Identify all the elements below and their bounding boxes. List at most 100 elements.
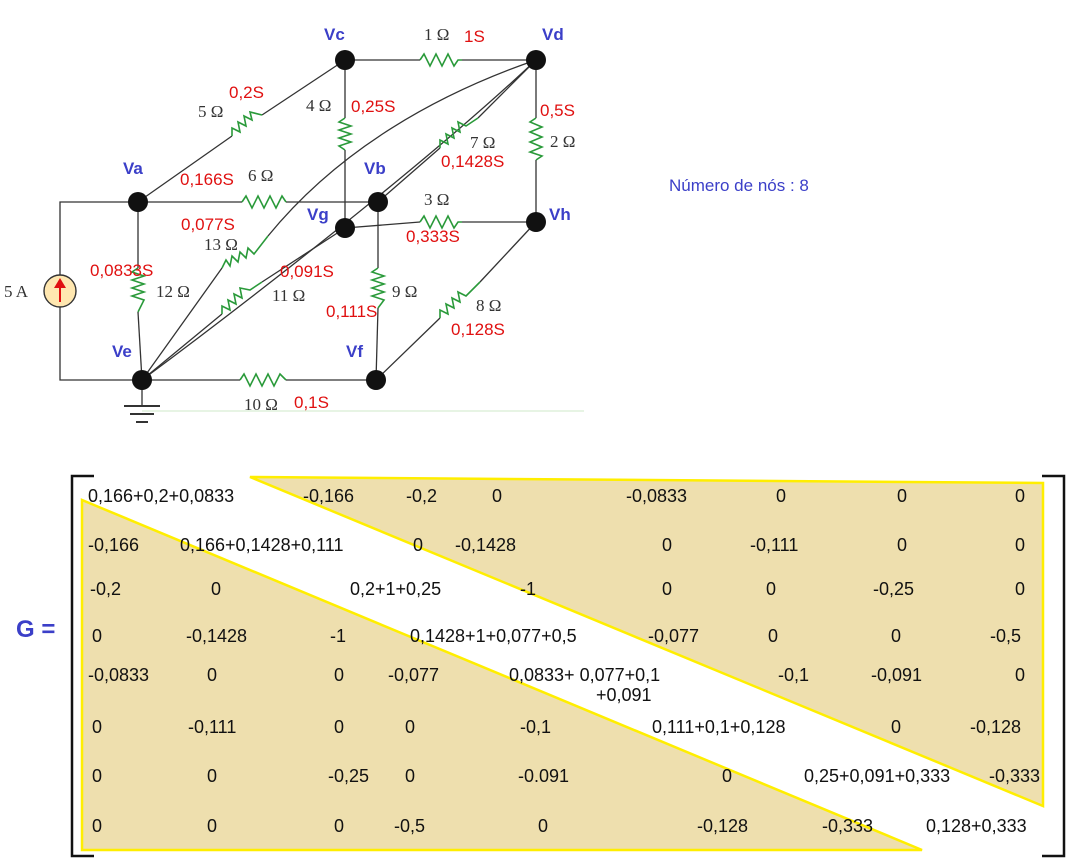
ground-icon bbox=[124, 405, 160, 423]
wire-ve-13ohm bbox=[141, 267, 223, 381]
resistor-10ohm bbox=[239, 372, 287, 388]
matrix-cell-r4-c7: 0 bbox=[891, 626, 902, 646]
resistor-9-ohm: 9 Ω bbox=[392, 282, 418, 301]
matrix-cell-r6-c5: -0,1 bbox=[520, 717, 552, 737]
wire-vg-3ohm bbox=[344, 221, 421, 229]
matrix-triangles bbox=[80, 475, 1045, 852]
wire-13ohm-vd bbox=[267, 59, 537, 237]
matrix-cell-r6-c6: 0,111+0,1+0,128 bbox=[652, 717, 786, 737]
resistor-13ohm bbox=[221, 235, 269, 269]
matrix-cell-r8-c3: 0 bbox=[334, 816, 345, 836]
wire-vf-8ohm bbox=[375, 317, 441, 381]
node-vh bbox=[526, 212, 546, 232]
node-label-vc: Vc bbox=[324, 25, 345, 44]
matrix-cell-r5-c5: 0,0833+ 0,077+0,1 bbox=[509, 665, 661, 685]
resistor-10-ohm: 10 Ω bbox=[244, 395, 278, 414]
matrix-brackets bbox=[70, 474, 1066, 858]
matrix-cell-r4-c5: -0,077 bbox=[648, 626, 700, 646]
matrix-cell-r2-c5: 0 bbox=[662, 535, 673, 555]
matrix-cell-r8-c6: -0,128 bbox=[697, 816, 749, 836]
matrix-cell-r1-c3: -0,2 bbox=[406, 486, 438, 506]
node-va bbox=[128, 192, 148, 212]
matrix-cell-r6-c3: 0 bbox=[334, 717, 345, 737]
resistor-6ohm bbox=[241, 194, 287, 210]
resistor-13-ohm: 13 Ω bbox=[204, 235, 238, 254]
matrix-cell-r1-c4: 0 bbox=[492, 486, 503, 506]
matrix-cell-r7-c3: -0,25 bbox=[328, 766, 370, 786]
wire-va-12ohm-bottom bbox=[137, 311, 143, 381]
node-count-text: Número de nós : 8 bbox=[669, 176, 809, 195]
matrix-cell-r7-c2: 0 bbox=[207, 766, 218, 786]
matrix-cell-r1-c2: -0,166 bbox=[303, 486, 355, 506]
matrix-cell-r4-c3: -1 bbox=[330, 626, 347, 646]
matrix-cell-r8-c8: 0,128+0,333 bbox=[926, 816, 1027, 836]
resistor-7-ohm: 7 Ω bbox=[470, 133, 496, 152]
node-label-vd: Vd bbox=[542, 25, 564, 44]
resistor-7ohm bbox=[439, 117, 479, 148]
matrix-cell-r4-c1: 0 bbox=[92, 626, 103, 646]
matrix-cell-r5-c4: -0,077 bbox=[388, 665, 440, 685]
resistor-8ohm bbox=[439, 281, 481, 318]
matrix-cell-r2-c7: 0 bbox=[897, 535, 908, 555]
resistor-5-cond: 0,2S bbox=[229, 83, 264, 102]
resistor-5-ohm: 5 Ω bbox=[198, 102, 224, 121]
resistor-3-cond: 0,333S bbox=[406, 227, 460, 246]
matrix-cell-r7-c6: 0 bbox=[722, 766, 733, 786]
resistor-11-cond: 0,091S bbox=[280, 262, 334, 281]
resistor-1-ohm: 1 Ω bbox=[424, 25, 450, 44]
matrix-cell-r1-c8: 0 bbox=[1015, 486, 1026, 506]
node-vd bbox=[526, 50, 546, 70]
resistor-12ohm bbox=[129, 267, 147, 313]
resistor-13-cond: 0,077S bbox=[181, 215, 235, 234]
matrix-cell-r6-c7: 0 bbox=[891, 717, 902, 737]
wire-vb-7ohm bbox=[377, 147, 441, 203]
matrix-cell-r3-c8: 0 bbox=[1015, 579, 1026, 599]
matrix-cell-r1-c1: 0,166+0,2+0,0833 bbox=[88, 486, 235, 506]
nodes bbox=[128, 50, 546, 390]
matrix-cell-r7-c4: 0 bbox=[405, 766, 416, 786]
matrix-diag-continuation: +0,091 bbox=[596, 685, 652, 705]
node-label-va: Va bbox=[123, 159, 143, 178]
matrix-cell-r7-c7: 0,25+0,091+0,333 bbox=[804, 766, 951, 786]
matrix-cell-r2-c6: -0,111 bbox=[750, 535, 799, 555]
matrix-cell-r5-c6: -0,1 bbox=[778, 665, 810, 685]
matrix-cell-r3-c2: 0 bbox=[211, 579, 222, 599]
matrix-cell-r1-c7: 0 bbox=[897, 486, 908, 506]
matrix-cell-r3-c7: -0,25 bbox=[873, 579, 915, 599]
matrix-label: G = bbox=[16, 616, 56, 643]
resistor-7-cond: 0,1428S bbox=[441, 152, 505, 171]
upper-triangle-highlight bbox=[249, 475, 1045, 808]
matrix-cell-r8-c7: -0,333 bbox=[822, 816, 874, 836]
matrix-cell-r6-c1: 0 bbox=[92, 717, 103, 737]
matrix-cell-r1-c5: -0,0833 bbox=[626, 486, 688, 506]
current-source-icon bbox=[43, 274, 77, 308]
resistor-12-ohm: 12 Ω bbox=[156, 282, 190, 301]
node-label-vh: Vh bbox=[549, 205, 571, 224]
matrix-cell-r7-c1: 0 bbox=[92, 766, 103, 786]
node-vc bbox=[335, 50, 355, 70]
node-label-vg: Vg bbox=[307, 205, 329, 224]
resistor-4-ohm: 4 Ω bbox=[306, 96, 332, 115]
wire-9ohm-vf bbox=[375, 307, 379, 381]
node-vb bbox=[368, 192, 388, 212]
matrix-cell-r3-c6: 0 bbox=[766, 579, 777, 599]
resistor-6-ohm: 6 Ω bbox=[248, 166, 274, 185]
matrix-cell-r4-c6: 0 bbox=[768, 626, 779, 646]
resistor-10-cond: 0,1S bbox=[294, 393, 329, 412]
resistor-11-ohm: 11 Ω bbox=[272, 286, 306, 305]
node-ve bbox=[132, 370, 152, 390]
node-label-vf: Vf bbox=[346, 342, 363, 361]
matrix-cell-r8-c2: 0 bbox=[207, 816, 218, 836]
resistor-8-ohm: 8 Ω bbox=[476, 296, 502, 315]
wire-va-5ohm bbox=[137, 135, 233, 203]
right-bracket bbox=[1042, 474, 1066, 858]
matrix-cell-r6-c4: 0 bbox=[405, 717, 416, 737]
resistor-2-cond: 0,5S bbox=[540, 101, 575, 120]
matrix-cell-r5-c8: 0 bbox=[1015, 665, 1026, 685]
matrix-cell-r3-c4: -1 bbox=[520, 579, 537, 599]
matrix-cell-r3-c5: 0 bbox=[662, 579, 673, 599]
matrix-cell-r2-c1: -0,166 bbox=[88, 535, 140, 555]
resistor-4-cond: 0,25S bbox=[351, 97, 396, 116]
resistor-9ohm bbox=[369, 267, 387, 309]
resistor-1ohm bbox=[419, 52, 462, 68]
